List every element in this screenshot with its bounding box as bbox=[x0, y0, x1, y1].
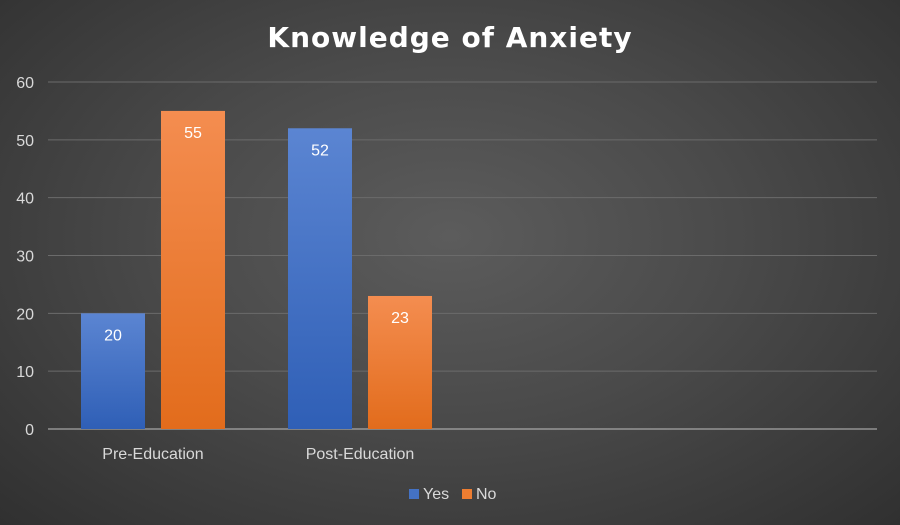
legend-swatch-no bbox=[462, 489, 472, 499]
y-tick-label: 50 bbox=[16, 133, 34, 150]
y-tick-label: 30 bbox=[16, 249, 34, 266]
chart-title: Knowledge of Anxiety bbox=[267, 21, 632, 54]
y-tick-label: 10 bbox=[16, 364, 34, 381]
bar-yes-pre-education bbox=[81, 313, 145, 429]
data-label: 20 bbox=[104, 327, 122, 344]
data-label: 52 bbox=[311, 142, 329, 159]
data-label: 23 bbox=[391, 310, 409, 327]
y-tick-label: 60 bbox=[16, 75, 34, 92]
y-tick-label: 40 bbox=[16, 191, 34, 208]
data-label: 55 bbox=[184, 125, 202, 142]
bar-no-pre-education bbox=[161, 110, 225, 430]
y-tick-label: 20 bbox=[16, 306, 34, 323]
bars bbox=[81, 110, 432, 430]
data-labels: 20 55 52 23 bbox=[104, 125, 409, 344]
y-axis-ticks: 0 10 20 30 40 50 60 bbox=[16, 75, 34, 439]
x-category-label: Pre-Education bbox=[102, 446, 203, 463]
x-category-label: Post-Education bbox=[306, 446, 415, 463]
legend-label-yes: Yes bbox=[423, 486, 449, 503]
legend-label-no: No bbox=[476, 486, 497, 503]
legend: Yes No bbox=[409, 486, 497, 503]
bar-yes-post-education bbox=[288, 128, 352, 429]
y-tick-label: 0 bbox=[25, 422, 34, 439]
bar-no-post-education bbox=[368, 295, 432, 429]
legend-swatch-yes bbox=[409, 489, 419, 499]
x-axis-categories: Pre-Education Post-Education bbox=[102, 446, 414, 463]
